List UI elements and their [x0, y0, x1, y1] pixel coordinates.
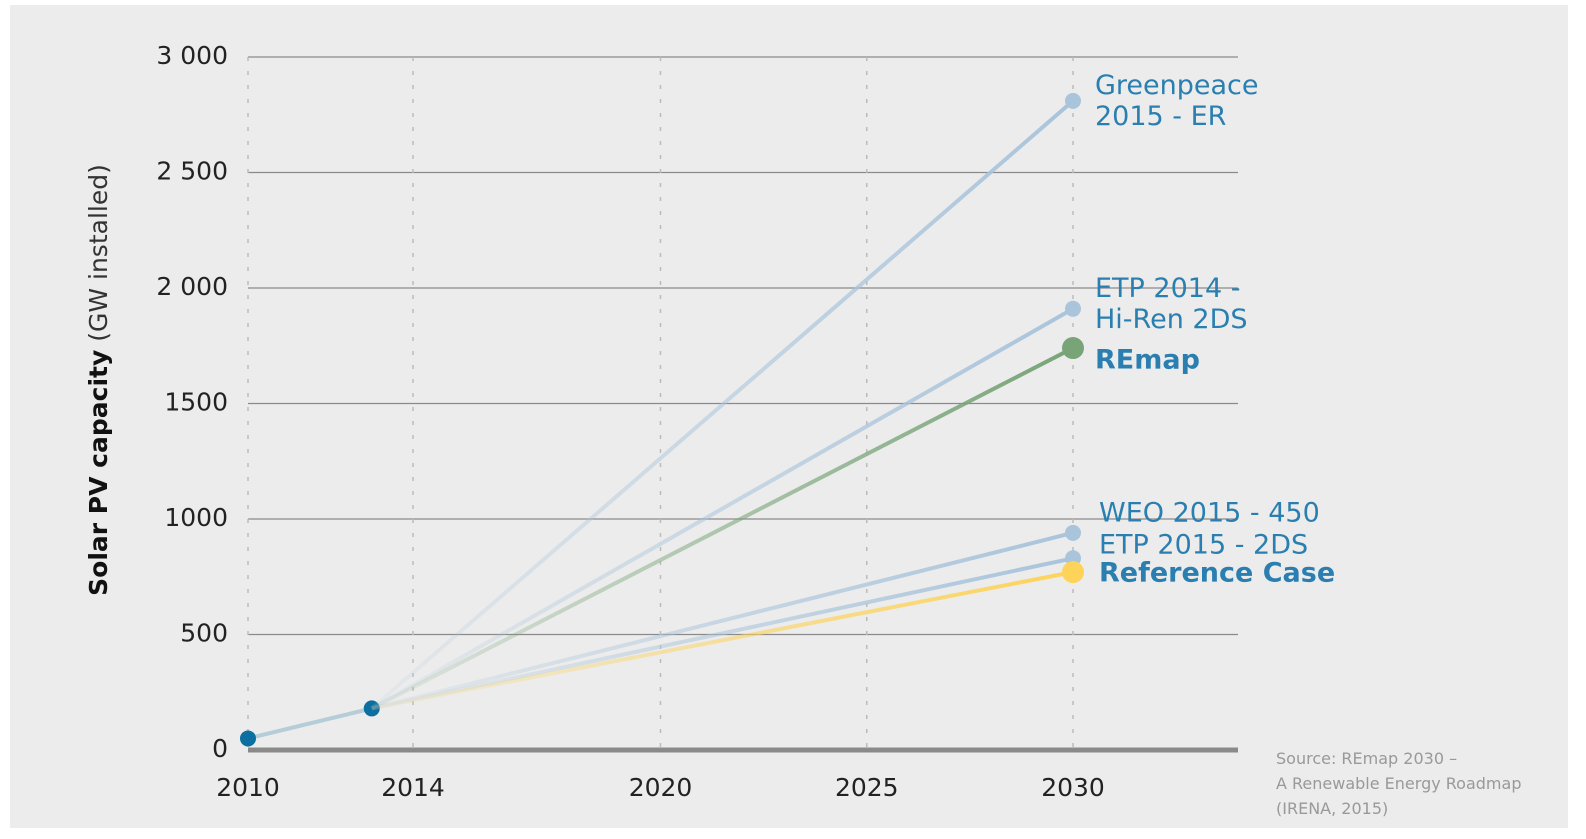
series-line: [247, 706, 373, 741]
point: [1065, 92, 1081, 109]
series-label: WEO 2015 - 450: [1099, 497, 1320, 529]
series-line: [371, 570, 1074, 711]
series-line: [370, 346, 1074, 711]
point: [240, 730, 256, 747]
series-line: [370, 99, 1075, 710]
y-tick-label: 2 000: [156, 272, 228, 301]
y-tick-label: 3 000: [156, 41, 228, 70]
y-tick-label: 1000: [164, 503, 228, 532]
point: [1065, 524, 1081, 541]
y-tick-label: 2 500: [156, 157, 228, 186]
source: Source: REmap 2030 – A Renewable Energy R…: [1276, 746, 1521, 821]
series-line: [370, 307, 1074, 711]
series-label: Greenpeace 2015 - ER: [1095, 69, 1259, 132]
point: [1062, 337, 1084, 360]
source-line: Source: REmap 2030 –: [1276, 749, 1458, 768]
point: [1062, 561, 1084, 584]
series-label: REmap: [1095, 344, 1200, 376]
series-label: Reference Case: [1099, 557, 1336, 589]
series-label: ETP 2015 - 2DS: [1099, 529, 1309, 561]
y-axis-label: Solar PV capacity (GW installed): [84, 164, 113, 596]
y-label-main: Solar PV capacity: [84, 350, 113, 596]
source-line: A Renewable Energy Roadmap: [1276, 774, 1522, 793]
y-tick-label: 1500: [164, 388, 228, 417]
background: [10, 5, 1568, 828]
y-tick-label: 500: [180, 619, 228, 648]
point: [1065, 300, 1081, 317]
x-tick-label: 2030: [1041, 773, 1105, 802]
source-line: (IRENA, 2015): [1276, 799, 1389, 818]
series-line: [371, 556, 1074, 711]
y-label-unit: (GW installed): [84, 164, 113, 342]
x-tick-label: 2010: [216, 773, 280, 802]
x-tick-label: 2025: [835, 773, 899, 802]
series-label: ETP 2014 - Hi-Ren 2DS: [1095, 272, 1248, 335]
series-line: [371, 530, 1074, 711]
x-tick-label: 2014: [381, 773, 445, 802]
y-tick-label: 0: [212, 734, 228, 763]
x-tick-label: 2020: [629, 773, 693, 802]
